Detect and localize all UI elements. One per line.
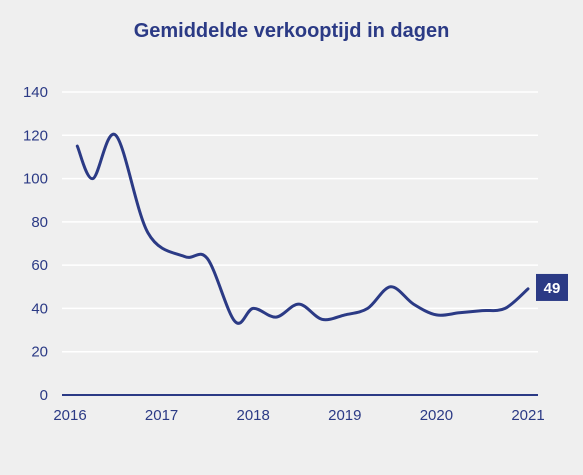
y-tick-label: 120	[23, 127, 48, 144]
y-tick-label: 100	[23, 171, 48, 188]
y-tick-label: 40	[31, 300, 48, 317]
x-tick-label: 2016	[53, 407, 86, 424]
y-tick-label: 140	[23, 84, 48, 101]
x-tick-label: 2019	[328, 407, 361, 424]
x-tick-label: 2018	[237, 407, 270, 424]
y-tick-label: 60	[31, 257, 48, 274]
y-tick-label: 80	[31, 214, 48, 231]
series-line	[75, 132, 530, 325]
y-tick-label: 0	[40, 387, 48, 404]
end-value-label: 49	[544, 280, 561, 297]
end-value-badge	[536, 273, 568, 301]
chart-title: Gemiddelde verkooptijd in dagen	[133, 20, 450, 42]
y-tick-label: 20	[31, 344, 48, 361]
x-tick-label: 2021	[511, 407, 544, 424]
x-tick-label: 2020	[420, 407, 453, 424]
x-tick-label: 2017	[145, 407, 178, 424]
